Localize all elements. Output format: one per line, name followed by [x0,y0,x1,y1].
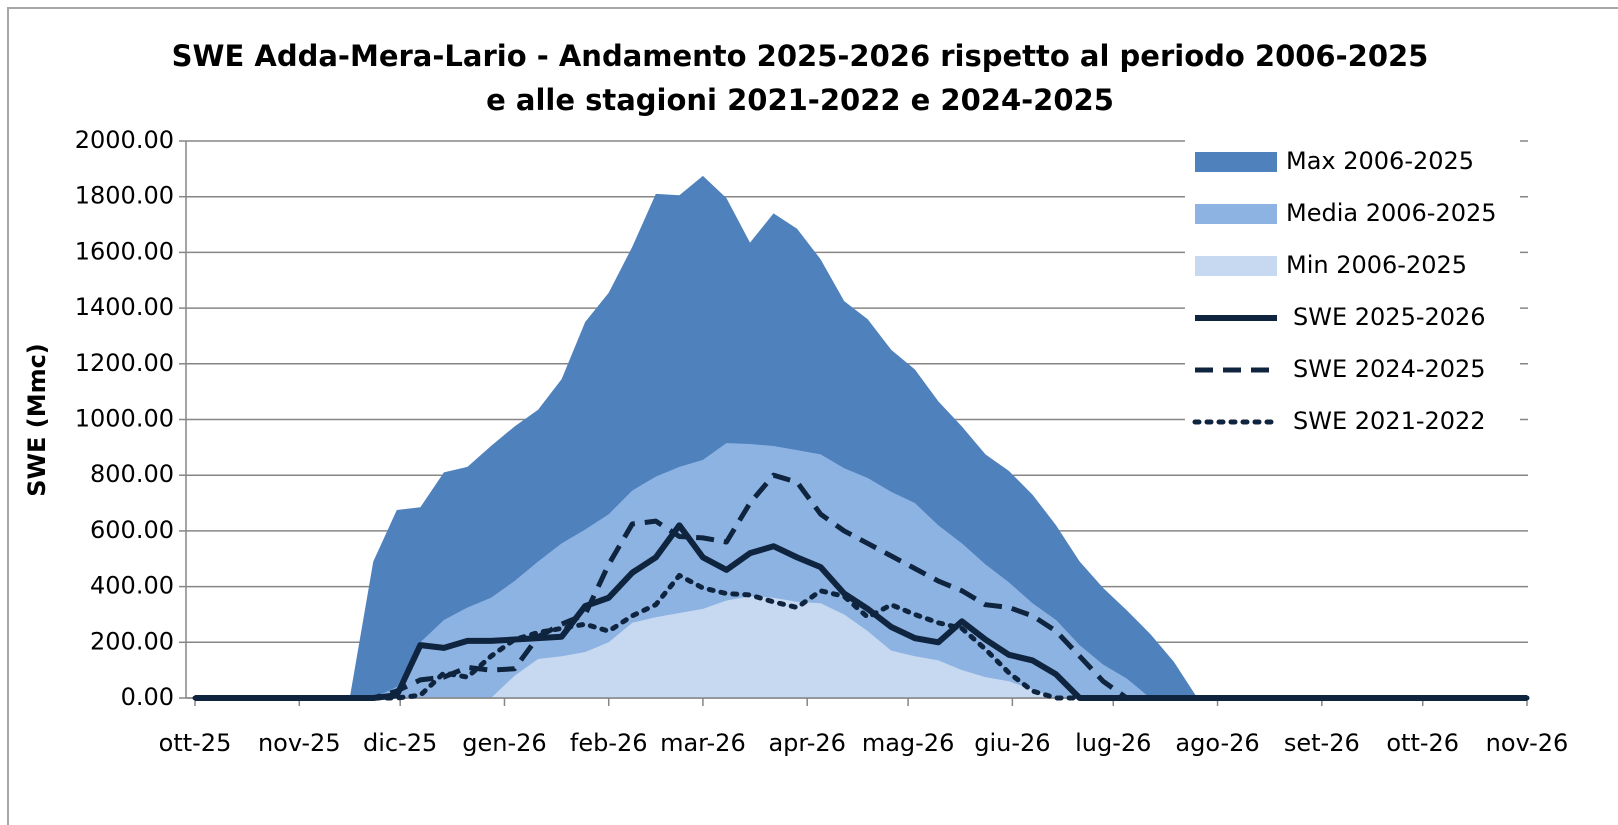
x-tick-label: nov-25 [258,729,341,757]
x-tick-label: gen-26 [462,729,546,757]
legend-swatch [1195,256,1277,276]
legend-label: Media 2006-2025 [1286,199,1497,227]
legend-label: SWE 2025-2026 [1293,303,1486,331]
x-tick-label: feb-26 [570,729,648,757]
y-tick-label: 600.00 [90,516,174,544]
x-tick-label: mag-26 [862,729,955,757]
x-tick-label: mar-26 [660,729,746,757]
line [192,572,1530,701]
legend-swatch [1195,152,1277,172]
x-tick-label: nov-26 [1486,729,1569,757]
x-tick-label: apr-26 [768,729,845,757]
axes: 0.00 200.00 400.00 600.00 800.00 1000.00 1200.… [75,126,1569,757]
x-tick-label: ago-26 [1175,729,1259,757]
line [195,522,1527,701]
y-tick-label: 1600.00 [75,237,174,265]
y-tick-label: 1200.00 [75,349,174,377]
chart-title: e alle stagioni 2021-2022 e 2024-2025 [486,83,1114,117]
y-tick-label: 2000.00 [75,126,174,154]
chart-title: SWE Adda-Mera-Lario - Andamento 2025-202… [172,39,1429,73]
area [195,175,1527,698]
y-tick-label: 1000.00 [75,405,174,433]
x-tick-label: lug-26 [1075,729,1151,757]
x-tick-label: giu-26 [974,729,1050,757]
legend-label: SWE 2021-2022 [1293,407,1486,435]
x-tick-label: ott-26 [1386,729,1459,757]
legend: Max 2006-2025 Media 2006-2025 Min 2006-202… [1185,140,1520,445]
y-tick-label: 400.00 [90,572,174,600]
y-tick-label: 1800.00 [75,182,174,210]
lines [192,472,1530,701]
x-tick-label: ott-25 [159,729,232,757]
x-tick-label: set-26 [1284,729,1360,757]
y-axis-title: SWE (Mmc) [23,343,51,497]
x-tick-label: dic-25 [363,729,437,757]
legend-label: Min 2006-2025 [1286,251,1467,279]
y-tick-label: 200.00 [90,627,174,655]
areas [195,175,1527,698]
y-tick-label: 0.00 [121,683,174,711]
y-tick-label: 1400.00 [75,293,174,321]
legend-box [1185,140,1520,445]
legend-label: SWE 2024-2025 [1293,355,1486,383]
y-tick-label: 800.00 [90,460,174,488]
area [195,596,1527,698]
area [195,443,1527,698]
legend-swatch [1195,204,1277,224]
legend-label: Max 2006-2025 [1286,147,1474,175]
